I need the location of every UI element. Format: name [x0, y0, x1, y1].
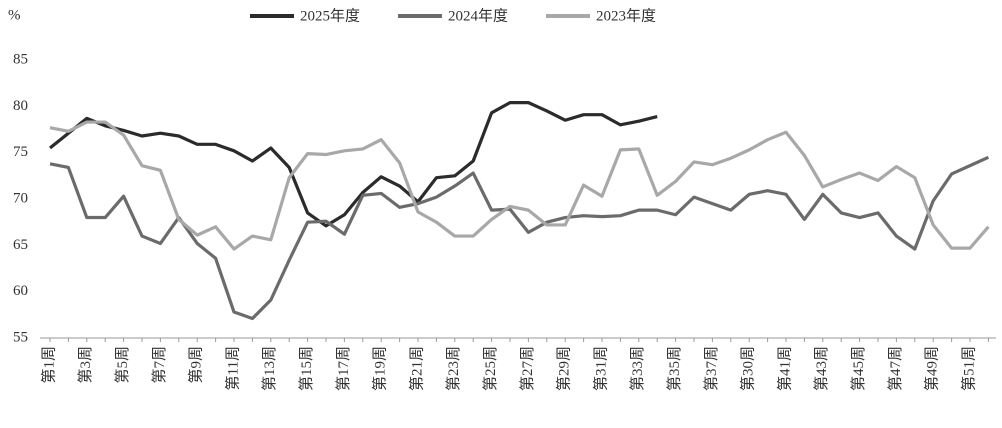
x-tick-label: 第23周 [444, 346, 462, 391]
x-tick-label: 第33周 [628, 346, 646, 391]
y-tick-label: 80 [13, 98, 28, 114]
x-tick-label: 第45周 [849, 346, 867, 391]
x-tick-label: 第7周 [150, 346, 168, 384]
x-tick-label: 第27周 [518, 346, 536, 391]
x-tick-label: 第37周 [702, 346, 720, 391]
x-tick-label: 第5周 [113, 346, 131, 384]
y-tick-label: 75 [13, 144, 28, 160]
x-tick-label: 第21周 [407, 346, 425, 391]
x-tick-label: 第13周 [260, 346, 278, 391]
y-axis-label: % [8, 7, 21, 23]
x-tick-label: 第41周 [775, 346, 793, 391]
x-tick-label: 第43周 [812, 346, 830, 391]
x-tick-label: 第30周 [739, 346, 757, 391]
series-line [48, 101, 658, 228]
x-tick-label: 第11周 [223, 346, 241, 390]
series-line [49, 120, 990, 251]
x-tick-label: 第29周 [555, 346, 573, 391]
x-tick-label: 第17周 [334, 346, 352, 391]
x-tick-label: 第25周 [481, 346, 499, 391]
legend-label: 2024年度 [448, 7, 508, 24]
y-tick-label: 85 [13, 51, 28, 67]
legend-label: 2025年度 [300, 7, 360, 24]
x-tick-label: 第47周 [886, 346, 904, 391]
x-tick-label: 第3周 [76, 346, 94, 384]
x-tick-label: 第35周 [665, 346, 683, 391]
x-tick-label: 第31周 [591, 346, 609, 391]
x-tick-label: 第19周 [371, 346, 389, 391]
x-tick-label: 第51周 [959, 346, 977, 391]
x-tick-label: 第9周 [187, 346, 205, 384]
x-tick-label: 第1周 [39, 346, 57, 384]
series-line [49, 155, 990, 321]
x-tick-label: 第49周 [923, 346, 941, 391]
x-tick-label: 第15周 [297, 346, 315, 391]
y-tick-label: 60 [13, 283, 28, 299]
y-tick-label: 55 [13, 329, 28, 345]
y-tick-label: 65 [13, 237, 28, 253]
y-tick-label: 70 [13, 190, 28, 206]
legend-label: 2023年度 [596, 7, 656, 24]
